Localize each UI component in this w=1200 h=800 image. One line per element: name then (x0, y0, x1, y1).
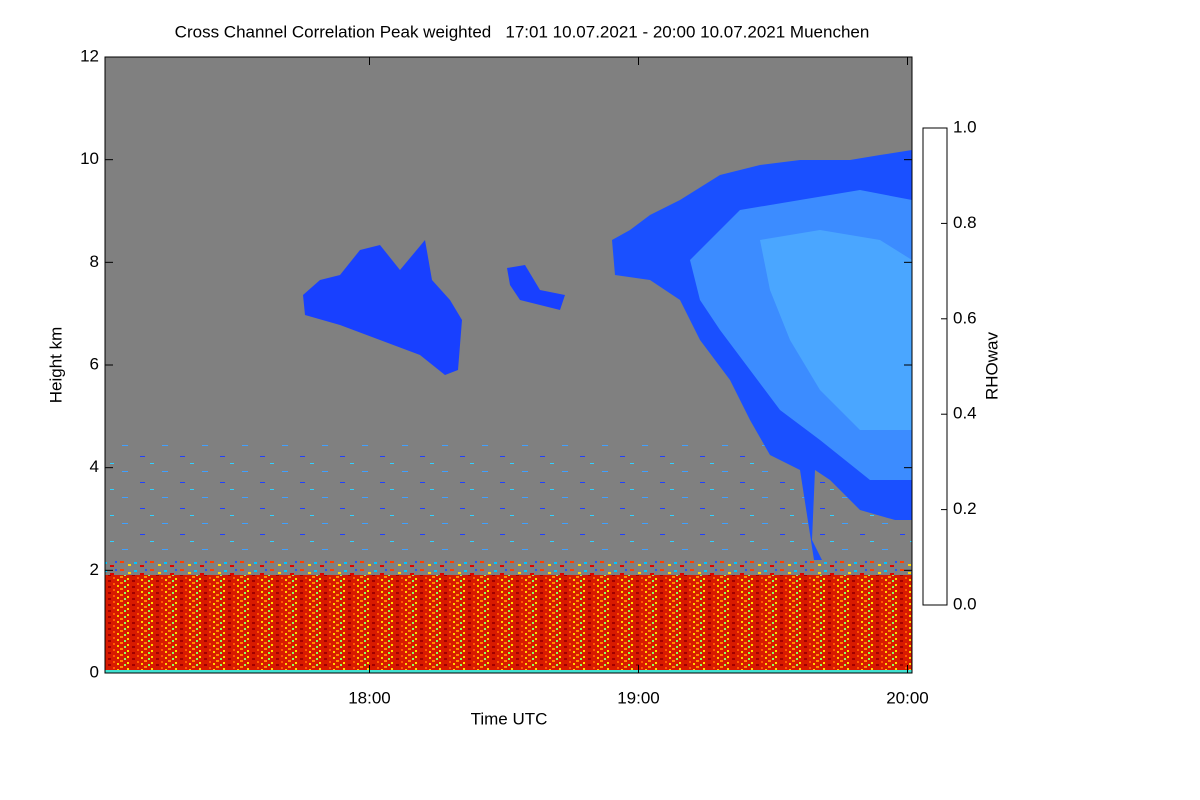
colorbar-label: RHOwav (982, 331, 1001, 400)
cloud (303, 240, 462, 375)
y-tick-label: 8 (90, 252, 99, 271)
colorbar-tick-label: 0.8 (953, 213, 977, 232)
y-axis-label: Height km (46, 327, 65, 404)
colorbar-tick-label: 0.2 (953, 499, 977, 518)
colorbar-tick-label: 0.6 (953, 308, 977, 327)
noise-band (105, 445, 912, 575)
x-tick-label: 20:00 (886, 688, 929, 707)
y-tick-label: 12 (80, 46, 99, 65)
colorbar-tick-label: 0.0 (953, 594, 977, 613)
noise-band (105, 670, 912, 673)
colorbar-tick-label: 1.0 (953, 117, 977, 136)
cloud (507, 265, 565, 310)
x-tick-label: 18:00 (348, 688, 391, 707)
x-tick-label: 19:00 (617, 688, 660, 707)
y-tick-label: 10 (80, 149, 99, 168)
y-tick-label: 0 (90, 662, 99, 681)
colorbar (922, 127, 948, 606)
y-tick-label: 2 (90, 560, 99, 579)
colorbar-tick-label: 0.4 (953, 404, 977, 423)
x-axis-label: Time UTC (471, 709, 548, 728)
cloud-core (760, 230, 912, 430)
heatmap-image (105, 57, 912, 673)
chart-title: Cross Channel Correlation Peak weighted … (175, 22, 870, 41)
y-tick-label: 4 (90, 457, 99, 476)
noise-band (105, 575, 912, 671)
y-tick-label: 6 (90, 354, 99, 373)
